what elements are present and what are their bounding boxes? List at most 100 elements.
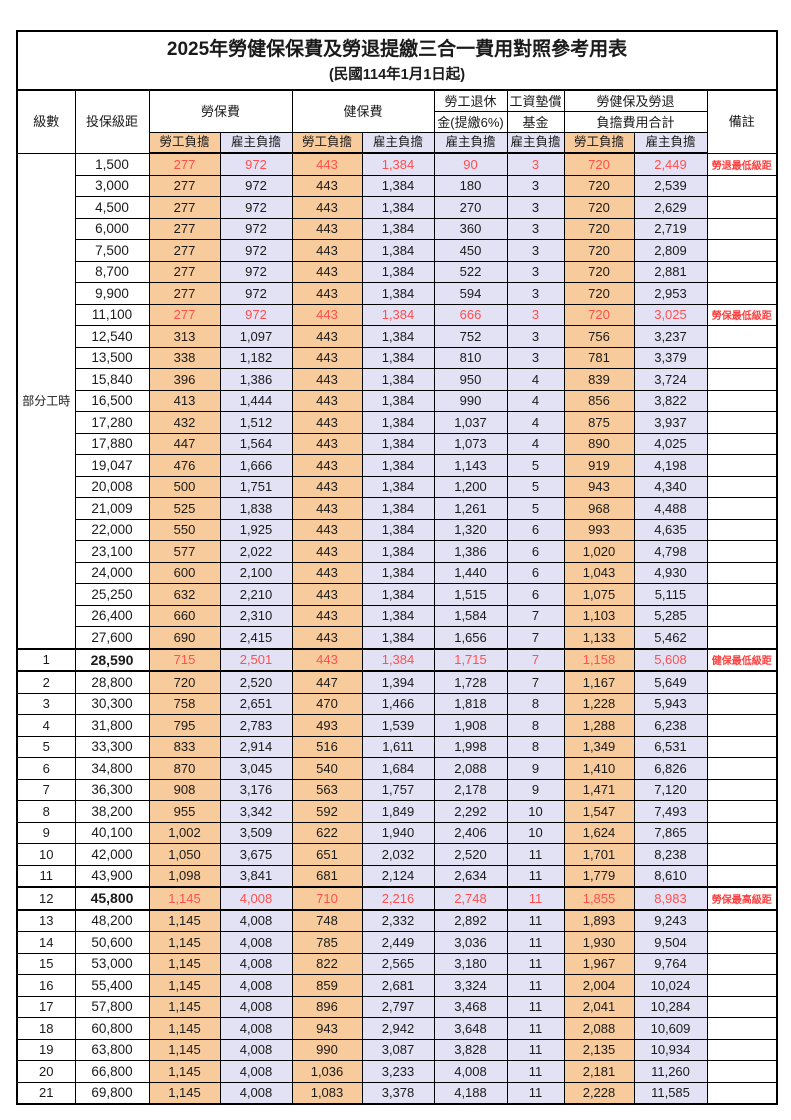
- bracket-cell: 50,600: [74, 931, 150, 954]
- labor-employee-cell: 1,145: [148, 1017, 221, 1040]
- bracket-cell: 53,000: [74, 952, 150, 975]
- health-employer-cell: 1,384: [361, 152, 435, 176]
- total-employee-cell: 720: [563, 174, 635, 197]
- total-employee-cell: 856: [563, 389, 635, 412]
- total-employer-cell: 7,493: [633, 800, 708, 823]
- arrears-employer-cell: 3: [506, 303, 565, 326]
- remark-cell: [706, 692, 778, 715]
- health-employee-cell: 443: [291, 411, 363, 434]
- health-employee-cell: 443: [291, 303, 363, 326]
- health-employee-cell: 1,036: [291, 1060, 363, 1083]
- remark-cell: [706, 843, 778, 866]
- pension-employer-cell: 3,036: [433, 931, 508, 954]
- labor-employee-cell: 277: [148, 152, 221, 176]
- health-employee-cell: 443: [291, 174, 363, 197]
- labor-employer-cell: 2,310: [219, 604, 293, 627]
- table-row: 15,840 396 1,386 443 1,384 950 4 839 3,724: [17, 368, 778, 391]
- pension-employer-cell: 666: [433, 303, 508, 326]
- remark-cell: [706, 1038, 778, 1061]
- arrears-employer-cell: 11: [506, 1038, 565, 1061]
- health-employee-cell: 785: [291, 931, 363, 954]
- level-cell: 10: [16, 843, 76, 866]
- total-employer-cell: 5,649: [633, 670, 708, 694]
- pension-employer-cell: 2,748: [433, 886, 508, 911]
- labor-employee-cell: 632: [148, 583, 221, 606]
- labor-employer-cell: 1,386: [219, 368, 293, 391]
- total-employer-cell: 11,260: [633, 1060, 708, 1083]
- health-employee-cell: 443: [291, 647, 363, 672]
- labor-employer-cell: 3,509: [219, 821, 293, 844]
- total-employer-cell: 5,608: [633, 647, 708, 672]
- labor-employer-cell: 972: [219, 174, 293, 197]
- arrears-employer-cell: 9: [506, 757, 565, 780]
- health-employee-cell: 990: [291, 1038, 363, 1061]
- bracket-cell: 31,800: [74, 714, 150, 737]
- bracket-cell: 20,008: [74, 475, 150, 498]
- labor-employee-cell: 660: [148, 604, 221, 627]
- health-employee-cell: 710: [291, 886, 363, 911]
- labor-employee-cell: 277: [148, 282, 221, 305]
- arrears-employer-cell: 5: [506, 454, 565, 477]
- pension-employer-cell: 2,178: [433, 778, 508, 801]
- table-row: 12 45,800 1,145 4,008 710 2,216 2,748 11 1,855 8,…: [16, 886, 778, 911]
- health-employee-cell: 443: [291, 561, 363, 584]
- labor-employer-cell: 4,008: [219, 1017, 293, 1040]
- total-employer-cell: 5,462: [633, 626, 708, 649]
- remark-cell: [706, 389, 778, 412]
- total-employer-cell: 2,809: [633, 239, 708, 262]
- remark-cell: [706, 1060, 778, 1083]
- arrears-employer-cell: 11: [506, 1017, 565, 1040]
- health-employer-cell: 1,384: [361, 411, 435, 434]
- bracket-cell: 30,300: [74, 692, 150, 715]
- subheader-labor-employer: 雇主負擔: [219, 132, 293, 154]
- table-row: 16 55,400 1,145 4,008 859 2,681 3,324 11 2,004 10…: [16, 974, 778, 997]
- arrears-employer-cell: 6: [506, 561, 565, 584]
- labor-employer-cell: 2,501: [219, 647, 293, 672]
- table-row: 19 63,800 1,145 4,008 990 3,087 3,828 11 2,135 10…: [16, 1038, 778, 1061]
- table-title-block: 2025年勞健保保費及勞退提繳三合一費用對照參考用表 (民國114年1月1日起): [16, 30, 778, 91]
- bracket-cell: 22,000: [74, 518, 150, 541]
- level-cell: 11: [16, 864, 76, 888]
- remark-cell: [706, 864, 778, 888]
- labor-employer-cell: 972: [219, 282, 293, 305]
- remark-cell: [706, 174, 778, 197]
- labor-employee-cell: 955: [148, 800, 221, 823]
- total-employer-cell: 6,238: [633, 714, 708, 737]
- table-row: 4,500 277 972 443 1,384 270 3 720 2,629: [17, 196, 778, 219]
- labor-employee-cell: 413: [148, 389, 221, 412]
- labor-employer-cell: 2,651: [219, 692, 293, 715]
- labor-employer-cell: 2,783: [219, 714, 293, 737]
- subheader-labor-employee: 勞工負擔: [148, 132, 221, 154]
- health-employee-cell: 443: [291, 346, 363, 369]
- health-employee-cell: 822: [291, 952, 363, 975]
- arrears-employer-cell: 11: [506, 995, 565, 1018]
- total-employee-cell: 720: [563, 152, 635, 176]
- table-row: 3 30,300 758 2,651 470 1,466 1,818 8 1,228 5,943: [16, 692, 778, 715]
- table-row: 17 57,800 1,145 4,008 896 2,797 3,468 11 2,041 10…: [16, 995, 778, 1018]
- remark-cell: [706, 346, 778, 369]
- remark-cell: [706, 368, 778, 391]
- total-employer-cell: 2,881: [633, 260, 708, 283]
- total-employee-cell: 1,133: [563, 626, 635, 649]
- labor-employer-cell: 1,751: [219, 475, 293, 498]
- health-employer-cell: 1,384: [361, 239, 435, 262]
- total-employer-cell: 10,609: [633, 1017, 708, 1040]
- total-employee-cell: 1,075: [563, 583, 635, 606]
- bracket-cell: 6,000: [74, 217, 150, 240]
- arrears-employer-cell: 11: [506, 1081, 565, 1105]
- table-row: 6,000 277 972 443 1,384 360 3 720 2,719: [17, 217, 778, 240]
- remark-cell: [706, 974, 778, 997]
- pension-employer-cell: 4,188: [433, 1081, 508, 1105]
- bracket-cell: 11,100: [74, 303, 150, 326]
- health-employee-cell: 1,083: [291, 1081, 363, 1105]
- labor-employee-cell: 500: [148, 475, 221, 498]
- health-employer-cell: 1,940: [361, 821, 435, 844]
- labor-employer-cell: 4,008: [219, 1038, 293, 1061]
- total-employer-cell: 10,284: [633, 995, 708, 1018]
- labor-employer-cell: 3,841: [219, 864, 293, 888]
- table-row: 7,500 277 972 443 1,384 450 3 720 2,809: [17, 239, 778, 262]
- total-employer-cell: 2,953: [633, 282, 708, 305]
- table-row: 4 31,800 795 2,783 493 1,539 1,908 8 1,288 6,238: [16, 714, 778, 737]
- total-employer-cell: 4,198: [633, 454, 708, 477]
